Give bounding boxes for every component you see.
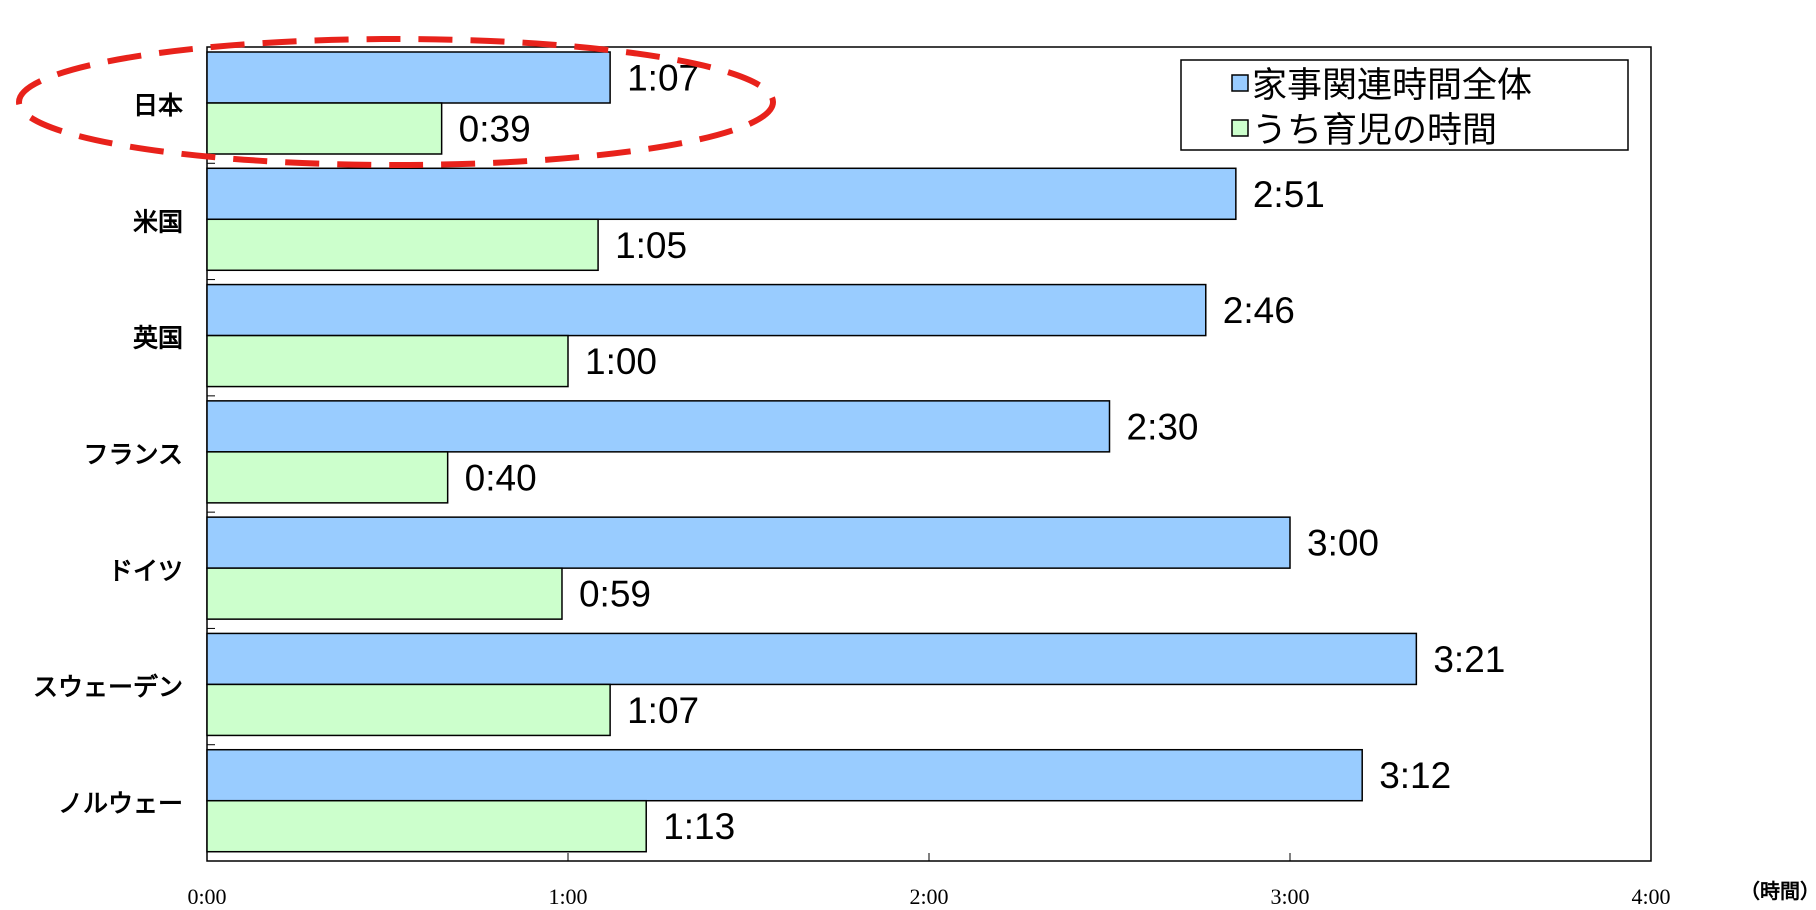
bar-total: [206, 632, 1418, 686]
bar-total: [206, 400, 1111, 453]
bars-layer: 1:07 0:39 2:51 1:05 2:46 1:00 2:30 0:40 3:00 0:59…: [206, 51, 1505, 853]
legend-label-childcare: うち育児の時間: [1252, 111, 1497, 151]
category-label: 米国: [133, 207, 183, 236]
legend-box: [1180, 59, 1629, 151]
category-label: ノルウェー: [58, 789, 183, 818]
x-tick-label: 4:00: [1631, 884, 1670, 909]
bar-childcare: [206, 451, 449, 504]
x-axis: 0:00 1:00 2:00 3:00 4:00: [187, 853, 1671, 909]
bar-total: [206, 51, 611, 104]
data-label-childcare: 1:05: [615, 225, 687, 266]
x-tick-label: 1:00: [548, 884, 587, 909]
category-label: ドイツ: [108, 556, 183, 585]
legend-label-total: 家事関連時間全体: [1252, 66, 1532, 106]
bar-total: [206, 516, 1291, 569]
data-label-childcare: 0:40: [465, 457, 537, 498]
legend: 家事関連時間全体 うち育児の時間: [1180, 59, 1629, 151]
bar-childcare: [206, 102, 443, 155]
bar-childcare: [206, 799, 647, 853]
bar-childcare: [206, 567, 563, 620]
data-label-childcare: 1:07: [627, 690, 699, 731]
bar-total: [206, 748, 1363, 802]
x-tick-label: 2:00: [909, 884, 948, 909]
data-label-total: 3:00: [1307, 523, 1379, 564]
legend-swatch-childcare: [1231, 119, 1249, 137]
bar-childcare: [206, 683, 611, 737]
x-tick-label: 0:00: [187, 884, 226, 909]
data-label-total: 3:21: [1433, 639, 1505, 680]
legend-swatch-total: [1231, 74, 1249, 92]
bar-total: [206, 167, 1237, 221]
data-label-childcare: 1:00: [585, 341, 657, 382]
data-label-total: 2:51: [1253, 174, 1325, 215]
data-label-childcare: 1:13: [663, 806, 735, 847]
data-label-total: 2:30: [1127, 406, 1199, 447]
data-label-childcare: 0:59: [579, 574, 651, 615]
category-label: 日本: [133, 91, 183, 120]
x-tick-label: 3:00: [1270, 884, 1309, 909]
highlight-ellipse: [16, 36, 776, 168]
data-label-total: 2:46: [1223, 290, 1295, 331]
category-label: フランス: [83, 440, 183, 469]
bar-total: [206, 283, 1207, 337]
x-unit-label: （時間）: [1740, 879, 1816, 903]
data-label-childcare: 0:39: [459, 109, 531, 150]
bar-childcare: [206, 334, 569, 388]
bar-childcare: [206, 218, 599, 272]
category-label: 英国: [133, 324, 183, 353]
data-label-total: 3:12: [1379, 755, 1451, 796]
category-label: スウェーデン: [33, 673, 183, 702]
